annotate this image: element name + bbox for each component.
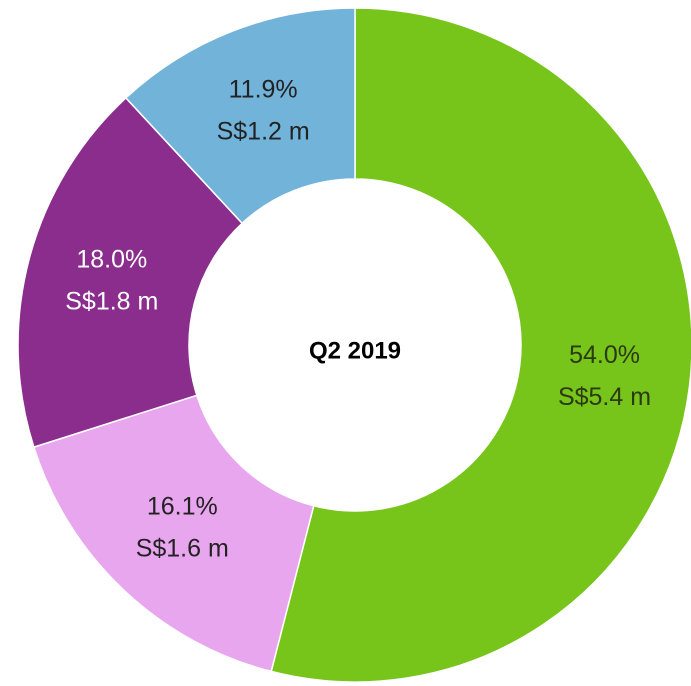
amount-label: S$5.4 m [558, 383, 651, 411]
value-label: 11.9% [229, 75, 298, 103]
slice [270, 7, 691, 683]
value-label: 16.1% [147, 492, 218, 520]
value-label: 18.0% [76, 246, 147, 274]
slices [17, 7, 691, 683]
amount-label: S$1.8 m [65, 288, 158, 316]
center-label: Q2 2019 [309, 337, 401, 364]
value-label: 54.0% [569, 341, 640, 369]
amount-label: S$1.6 m [136, 534, 229, 562]
amount-label: S$1.2 m [217, 117, 310, 145]
slice [124, 7, 356, 225]
slice [17, 96, 244, 449]
slice [32, 394, 315, 673]
